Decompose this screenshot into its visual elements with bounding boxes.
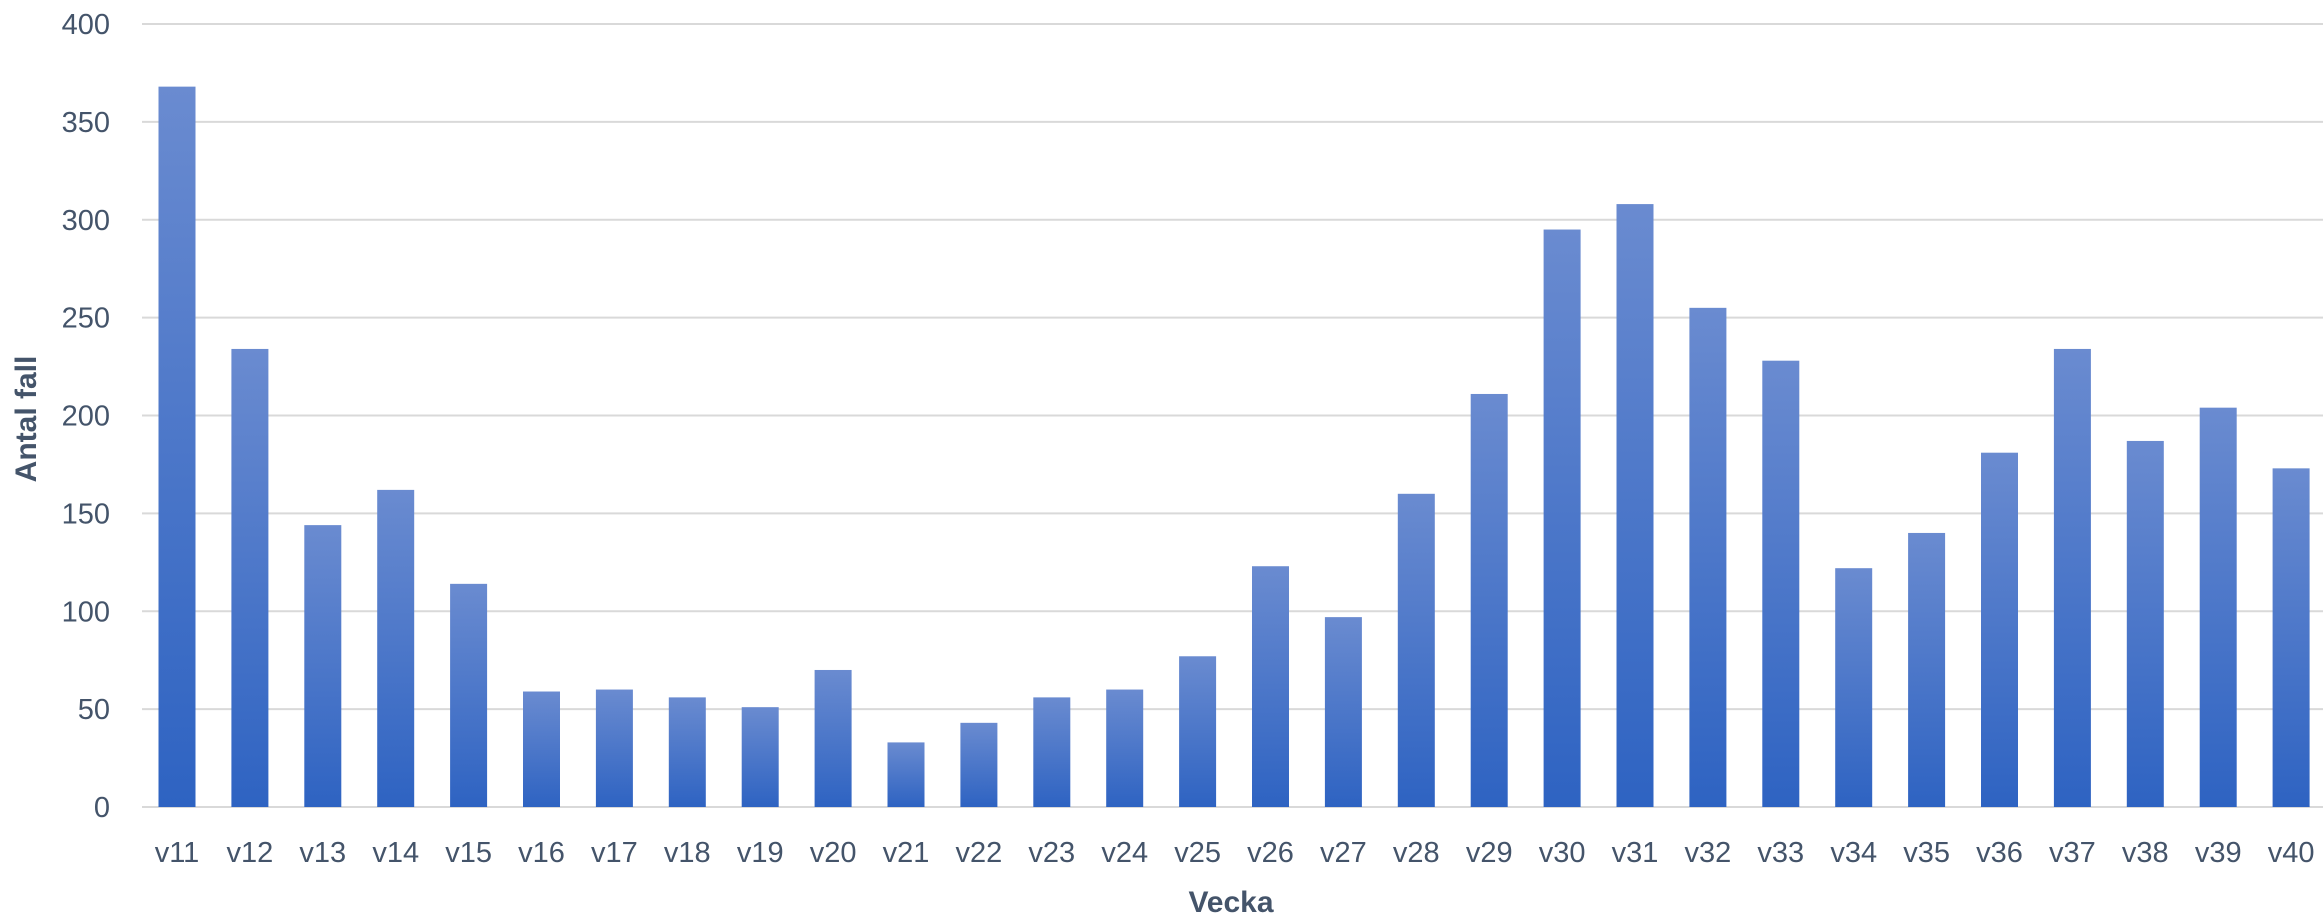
bar-v20: [814, 669, 852, 807]
y-axis-ticks: 0 50 100 150 200 250 300 350 400: [62, 9, 110, 824]
bar-v38: [2126, 440, 2164, 807]
x-tick-label: v19: [737, 837, 784, 869]
x-tick-label: v11: [155, 837, 200, 869]
x-tick-label: v17: [591, 837, 638, 869]
x-tick-label: v15: [445, 837, 492, 869]
x-tick-label: v35: [1903, 837, 1950, 869]
bar-v15: [450, 583, 488, 807]
bar-v21: [887, 742, 925, 807]
bar-v35: [1908, 532, 1946, 807]
bar-v18: [668, 697, 706, 807]
bar-v17: [595, 689, 633, 807]
x-tick-label: v20: [810, 837, 857, 869]
x-tick-label: v28: [1393, 837, 1440, 869]
x-tick-label: v40: [2268, 837, 2315, 869]
x-tick-label: v21: [883, 837, 930, 869]
x-tick-label: v36: [1976, 837, 2023, 869]
bar-v19: [741, 707, 779, 807]
x-tick-label: v30: [1539, 837, 1586, 869]
bar-v23: [1033, 697, 1071, 807]
y-tick-label: 0: [94, 792, 110, 824]
bar-v27: [1324, 617, 1362, 807]
y-tick-label: 150: [62, 498, 110, 530]
x-tick-label: v38: [2122, 837, 2169, 869]
bar-v28: [1397, 493, 1435, 807]
x-tick-label: v34: [1830, 837, 1877, 869]
x-tick-label: v39: [2195, 837, 2242, 869]
bar-v37: [2053, 348, 2091, 807]
x-tick-label: v12: [227, 837, 274, 869]
bar-v31: [1616, 204, 1654, 808]
bar-v13: [304, 525, 342, 807]
x-tick-label: v18: [664, 837, 711, 869]
x-tick-label: v31: [1612, 837, 1659, 869]
bar-v40: [2272, 468, 2310, 807]
gridlines: [142, 23, 2323, 808]
bar-v32: [1689, 307, 1727, 807]
bar-v11: [158, 86, 196, 807]
bar-v30: [1543, 229, 1581, 808]
y-axis-title: Antal fall: [10, 356, 43, 483]
x-tick-label: v33: [1757, 837, 1804, 869]
bar-v12: [231, 348, 269, 807]
x-tick-label: v16: [518, 837, 565, 869]
bar-v26: [1252, 566, 1289, 807]
x-tick-label: v22: [956, 837, 1003, 869]
bars: [158, 86, 2310, 808]
x-tick-label: v13: [299, 837, 346, 869]
x-tick-label: v27: [1320, 837, 1367, 869]
x-tick-label: v26: [1247, 837, 1294, 869]
bar-v22: [960, 722, 998, 807]
bar-v33: [1762, 360, 1800, 807]
bar-v16: [523, 691, 560, 807]
y-tick-label: 350: [62, 107, 110, 139]
bar-v29: [1470, 393, 1508, 807]
y-tick-label: 200: [62, 401, 110, 433]
x-tick-label: v29: [1466, 837, 1513, 869]
x-tick-label: v37: [2049, 837, 2096, 869]
x-tick-label: v32: [1685, 837, 1732, 869]
y-tick-label: 100: [62, 596, 110, 628]
x-axis-ticks: v11 v12 v13 v14 v15 v16 v17 v18 v19 v20 v21 v22 v23 v…: [155, 837, 2315, 869]
y-tick-label: 400: [62, 9, 110, 41]
x-tick-label: v23: [1028, 837, 1075, 869]
bar-v24: [1106, 689, 1144, 807]
y-tick-label: 300: [62, 205, 110, 237]
bar-v34: [1835, 568, 1873, 807]
y-tick-label: 50: [78, 694, 110, 726]
x-tick-label: v14: [372, 837, 419, 869]
x-tick-label: v25: [1174, 837, 1221, 869]
x-axis-title: Vecka: [1188, 886, 1273, 918]
x-tick-label: v24: [1101, 837, 1148, 869]
bar-v25: [1179, 656, 1217, 807]
y-tick-label: 250: [62, 303, 110, 335]
bar-v39: [2199, 407, 2237, 807]
bar-v36: [1981, 452, 2018, 807]
bar-v14: [377, 489, 415, 807]
